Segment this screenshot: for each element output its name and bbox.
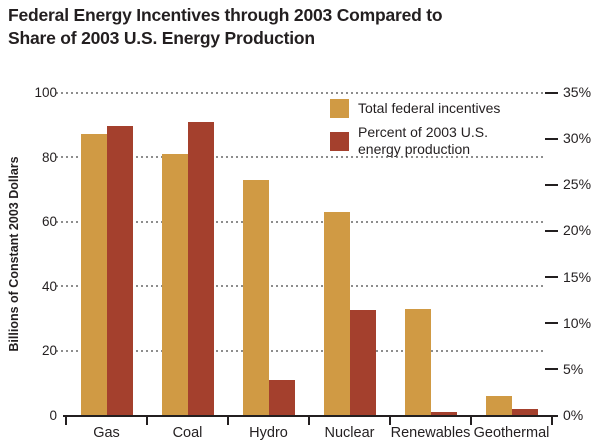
right-axis-tick-label: 0%: [563, 407, 584, 423]
x-axis-tick: [65, 416, 67, 425]
category-label-coal: Coal: [172, 424, 203, 441]
right-axis-tick: [545, 229, 558, 232]
right-axis-tick: [545, 91, 558, 94]
legend-label-production-line1: Percent of 2003 U.S.: [358, 124, 488, 140]
category-label-geothermal: Geothermal: [473, 424, 550, 441]
left-axis-tick-label: 40: [41, 278, 57, 294]
x-axis-tick: [470, 416, 472, 425]
right-axis-tick-label: 20%: [563, 222, 592, 239]
x-axis-tick: [146, 416, 148, 425]
right-axis-tick: [545, 322, 558, 325]
x-axis-tick: [308, 416, 310, 425]
legend-swatch-incentives: [330, 99, 349, 118]
bar-incentives-geothermal: [485, 396, 512, 416]
right-axis-tick: [545, 368, 558, 371]
category-label-hydro: Hydro: [249, 424, 288, 441]
left-axis-tick-label: 100: [34, 85, 57, 100]
gridline-80: [56, 156, 544, 159]
right-axis-tick-label: 25%: [563, 176, 592, 193]
legend-swatch-production: [330, 131, 349, 151]
x-axis-tick: [389, 416, 391, 425]
bar-production-hydro: [268, 380, 295, 416]
right-axis-tick: [545, 276, 558, 279]
legend-item-incentives: Total federal incentives: [330, 99, 500, 118]
legend: Total federal incentives Percent of 2003…: [330, 99, 500, 164]
left-axis-tick-label: 60: [41, 214, 57, 230]
bar-production-gas: [106, 125, 133, 416]
x-axis-line: [63, 414, 558, 417]
bar-production-nuclear: [349, 310, 376, 416]
right-axis-tick-label: 10%: [563, 314, 592, 331]
bar-incentives-coal: [161, 153, 188, 416]
left-axis-tick-label: 0: [49, 408, 57, 423]
category-label-gas: Gas: [93, 424, 120, 441]
chart-title: Federal Energy Incentives through 2003 C…: [8, 4, 443, 50]
legend-label-incentives: Total federal incentives: [358, 100, 501, 116]
left-axis-tick-label: 20: [41, 343, 57, 359]
chart-title-line1: Federal Energy Incentives through 2003 C…: [8, 5, 443, 25]
chart-title-line2: Share of 2003 U.S. Energy Production: [8, 28, 315, 48]
right-axis-tick-label: 15%: [563, 268, 592, 285]
gridline-40: [56, 285, 544, 288]
right-axis-tick-label: 30%: [563, 130, 592, 147]
bar-incentives-hydro: [242, 179, 269, 416]
x-axis-tick: [551, 416, 553, 425]
category-label-renewables: Renewables: [390, 424, 471, 441]
bar-incentives-nuclear: [323, 212, 350, 416]
bar-incentives-renewables: [404, 308, 431, 416]
right-axis-tick-label: 5%: [563, 360, 584, 377]
x-axis-tick: [227, 416, 229, 425]
bar-incentives-gas: [80, 134, 107, 416]
left-axis-tick-label: 80: [41, 149, 57, 165]
right-axis-tick-label: 35%: [563, 84, 592, 100]
category-label-nuclear: Nuclear: [324, 424, 375, 441]
gridline-60: [56, 220, 544, 223]
legend-label-production: Percent of 2003 U.S. energy production: [358, 124, 488, 158]
right-axis-tick: [545, 183, 558, 186]
bar-production-renewables: [430, 411, 457, 416]
legend-label-production-line2: energy production: [358, 141, 471, 157]
bar-production-coal: [187, 122, 214, 416]
legend-item-production: Percent of 2003 U.S. energy production: [330, 124, 500, 158]
right-axis-tick: [545, 137, 558, 140]
gridline-100: [56, 91, 544, 94]
bar-production-geothermal: [511, 409, 538, 416]
gridline-20: [56, 349, 544, 352]
